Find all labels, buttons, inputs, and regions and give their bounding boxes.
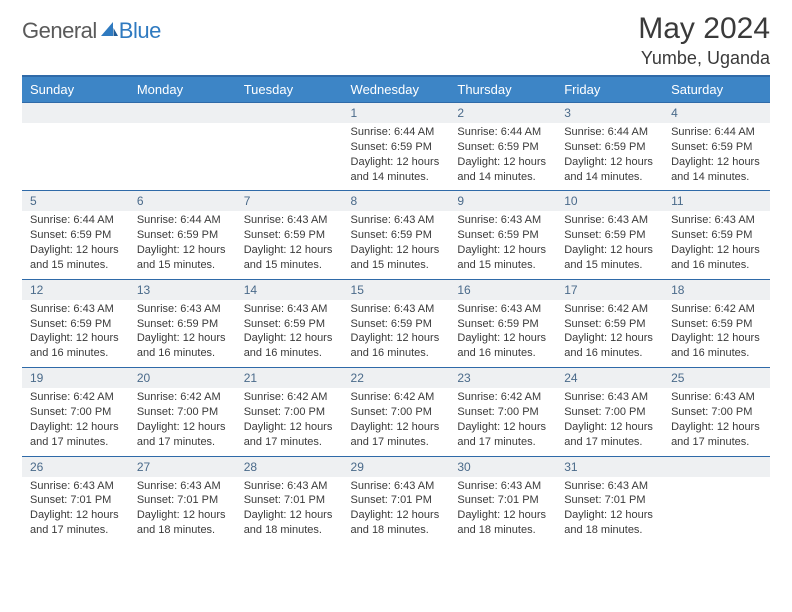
- day-header: Tuesday: [236, 77, 343, 103]
- day-header: Monday: [129, 77, 236, 103]
- month-title: May 2024: [638, 12, 770, 46]
- info-cell: Sunrise: 6:42 AM Sunset: 7:00 PM Dayligh…: [449, 388, 556, 456]
- day-header-row: Sunday Monday Tuesday Wednesday Thursday…: [22, 77, 770, 103]
- date-cell: 14: [236, 279, 343, 300]
- info-cell: Sunrise: 6:43 AM Sunset: 6:59 PM Dayligh…: [556, 211, 663, 279]
- date-cell: 26: [22, 456, 129, 477]
- date-cell: 29: [343, 456, 450, 477]
- info-cell: Sunrise: 6:43 AM Sunset: 7:00 PM Dayligh…: [663, 388, 770, 456]
- info-cell: Sunrise: 6:42 AM Sunset: 7:00 PM Dayligh…: [236, 388, 343, 456]
- date-cell: 7: [236, 191, 343, 212]
- info-cell: Sunrise: 6:42 AM Sunset: 7:00 PM Dayligh…: [129, 388, 236, 456]
- date-cell: 6: [129, 191, 236, 212]
- info-cell: Sunrise: 6:42 AM Sunset: 7:00 PM Dayligh…: [22, 388, 129, 456]
- info-cell: Sunrise: 6:44 AM Sunset: 6:59 PM Dayligh…: [343, 123, 450, 191]
- info-cell: Sunrise: 6:43 AM Sunset: 6:59 PM Dayligh…: [449, 300, 556, 368]
- date-cell: 31: [556, 456, 663, 477]
- info-cell: Sunrise: 6:43 AM Sunset: 7:01 PM Dayligh…: [449, 477, 556, 544]
- info-cell: Sunrise: 6:43 AM Sunset: 7:01 PM Dayligh…: [22, 477, 129, 544]
- date-cell: 16: [449, 279, 556, 300]
- date-cell: 10: [556, 191, 663, 212]
- date-cell: [129, 103, 236, 124]
- info-cell: [22, 123, 129, 191]
- date-cell: 24: [556, 368, 663, 389]
- brand-part1: General: [22, 18, 97, 44]
- date-row: 19202122232425: [22, 368, 770, 389]
- day-header: Wednesday: [343, 77, 450, 103]
- day-header: Friday: [556, 77, 663, 103]
- date-cell: 22: [343, 368, 450, 389]
- info-cell: Sunrise: 6:43 AM Sunset: 6:59 PM Dayligh…: [343, 211, 450, 279]
- calendar-body: 1234Sunrise: 6:44 AM Sunset: 6:59 PM Day…: [22, 103, 770, 544]
- info-cell: [129, 123, 236, 191]
- info-cell: Sunrise: 6:44 AM Sunset: 6:59 PM Dayligh…: [449, 123, 556, 191]
- date-cell: 28: [236, 456, 343, 477]
- date-cell: 30: [449, 456, 556, 477]
- date-row: 567891011: [22, 191, 770, 212]
- info-row: Sunrise: 6:42 AM Sunset: 7:00 PM Dayligh…: [22, 388, 770, 456]
- date-row: 1234: [22, 103, 770, 124]
- info-cell: Sunrise: 6:43 AM Sunset: 7:01 PM Dayligh…: [343, 477, 450, 544]
- info-row: Sunrise: 6:43 AM Sunset: 6:59 PM Dayligh…: [22, 300, 770, 368]
- info-cell: Sunrise: 6:44 AM Sunset: 6:59 PM Dayligh…: [663, 123, 770, 191]
- date-cell: 8: [343, 191, 450, 212]
- info-cell: Sunrise: 6:43 AM Sunset: 7:01 PM Dayligh…: [556, 477, 663, 544]
- info-cell: [663, 477, 770, 544]
- date-cell: 18: [663, 279, 770, 300]
- info-cell: Sunrise: 6:43 AM Sunset: 6:59 PM Dayligh…: [236, 300, 343, 368]
- date-row: 12131415161718: [22, 279, 770, 300]
- date-cell: 15: [343, 279, 450, 300]
- date-cell: 23: [449, 368, 556, 389]
- date-cell: 2: [449, 103, 556, 124]
- date-cell: 9: [449, 191, 556, 212]
- info-cell: Sunrise: 6:43 AM Sunset: 6:59 PM Dayligh…: [449, 211, 556, 279]
- info-cell: Sunrise: 6:44 AM Sunset: 6:59 PM Dayligh…: [556, 123, 663, 191]
- header: General Blue May 2024 Yumbe, Uganda: [22, 12, 770, 69]
- brand-logo: General Blue: [22, 18, 161, 44]
- date-cell: 11: [663, 191, 770, 212]
- info-cell: Sunrise: 6:42 AM Sunset: 6:59 PM Dayligh…: [556, 300, 663, 368]
- date-cell: 12: [22, 279, 129, 300]
- info-cell: [236, 123, 343, 191]
- date-cell: 4: [663, 103, 770, 124]
- date-cell: [663, 456, 770, 477]
- day-header: Sunday: [22, 77, 129, 103]
- brand-part2: Blue: [119, 18, 161, 44]
- info-row: Sunrise: 6:44 AM Sunset: 6:59 PM Dayligh…: [22, 123, 770, 191]
- info-cell: Sunrise: 6:42 AM Sunset: 7:00 PM Dayligh…: [343, 388, 450, 456]
- date-row: 262728293031: [22, 456, 770, 477]
- info-cell: Sunrise: 6:43 AM Sunset: 6:59 PM Dayligh…: [663, 211, 770, 279]
- date-cell: [236, 103, 343, 124]
- info-cell: Sunrise: 6:44 AM Sunset: 6:59 PM Dayligh…: [129, 211, 236, 279]
- info-cell: Sunrise: 6:43 AM Sunset: 6:59 PM Dayligh…: [22, 300, 129, 368]
- info-cell: Sunrise: 6:43 AM Sunset: 7:00 PM Dayligh…: [556, 388, 663, 456]
- calendar-table: Sunday Monday Tuesday Wednesday Thursday…: [22, 77, 770, 544]
- date-cell: 25: [663, 368, 770, 389]
- info-row: Sunrise: 6:43 AM Sunset: 7:01 PM Dayligh…: [22, 477, 770, 544]
- brand-sail-icon: [99, 20, 119, 43]
- info-cell: Sunrise: 6:43 AM Sunset: 6:59 PM Dayligh…: [129, 300, 236, 368]
- info-cell: Sunrise: 6:43 AM Sunset: 7:01 PM Dayligh…: [236, 477, 343, 544]
- day-header: Saturday: [663, 77, 770, 103]
- info-cell: Sunrise: 6:44 AM Sunset: 6:59 PM Dayligh…: [22, 211, 129, 279]
- info-cell: Sunrise: 6:42 AM Sunset: 6:59 PM Dayligh…: [663, 300, 770, 368]
- date-cell: 21: [236, 368, 343, 389]
- day-header: Thursday: [449, 77, 556, 103]
- date-cell: 20: [129, 368, 236, 389]
- date-cell: 1: [343, 103, 450, 124]
- title-block: May 2024 Yumbe, Uganda: [638, 12, 770, 69]
- info-cell: Sunrise: 6:43 AM Sunset: 6:59 PM Dayligh…: [236, 211, 343, 279]
- date-cell: 17: [556, 279, 663, 300]
- info-row: Sunrise: 6:44 AM Sunset: 6:59 PM Dayligh…: [22, 211, 770, 279]
- date-cell: 19: [22, 368, 129, 389]
- date-cell: [22, 103, 129, 124]
- date-cell: 5: [22, 191, 129, 212]
- date-cell: 3: [556, 103, 663, 124]
- date-cell: 13: [129, 279, 236, 300]
- info-cell: Sunrise: 6:43 AM Sunset: 6:59 PM Dayligh…: [343, 300, 450, 368]
- calendar-page: General Blue May 2024 Yumbe, Uganda Sund…: [0, 0, 792, 544]
- date-cell: 27: [129, 456, 236, 477]
- info-cell: Sunrise: 6:43 AM Sunset: 7:01 PM Dayligh…: [129, 477, 236, 544]
- location: Yumbe, Uganda: [638, 48, 770, 69]
